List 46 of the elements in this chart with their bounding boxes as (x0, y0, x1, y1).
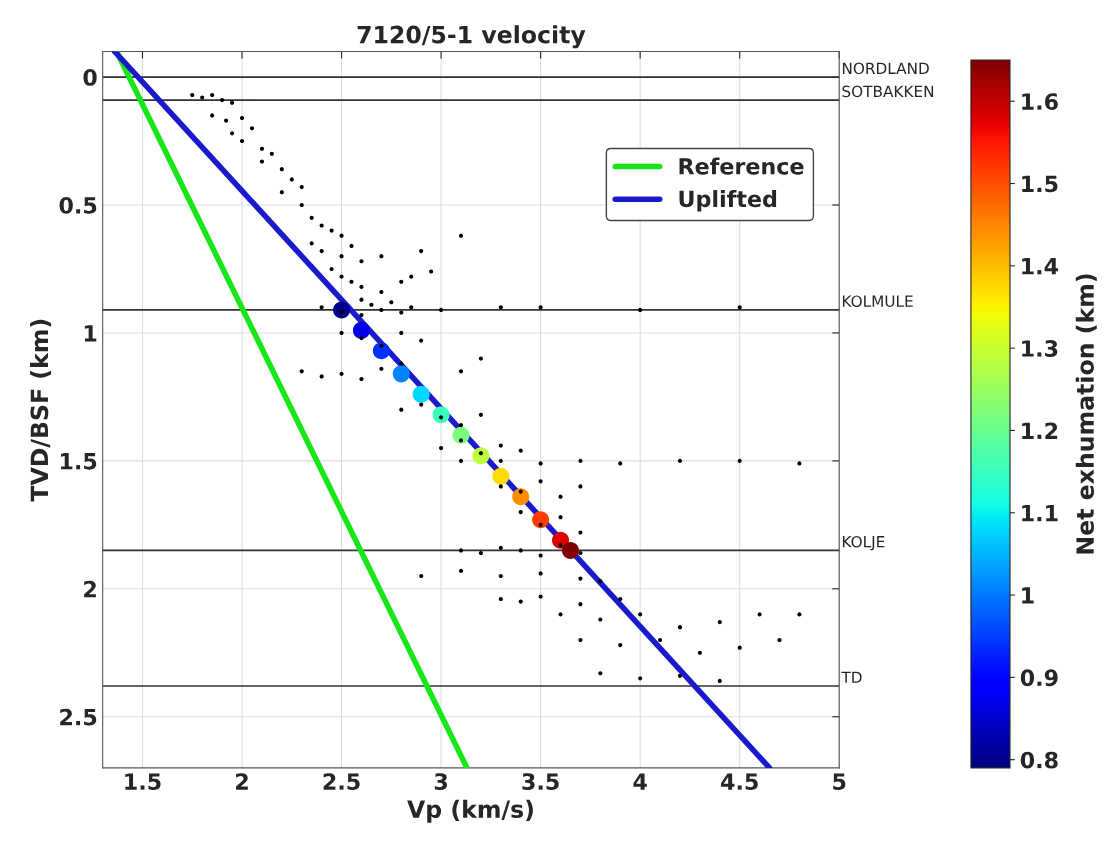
point (512, 488, 530, 506)
legend-label: Uplifted (679, 190, 777, 212)
point (532, 511, 550, 529)
color-bar-label: 1.4 (1022, 258, 1059, 275)
x-axis-title: Vp (km/s) (407, 799, 533, 823)
point (561, 541, 579, 559)
point (392, 365, 410, 383)
x-tick-label: 5 (833, 773, 846, 790)
x-tick-label: 2 (236, 773, 248, 790)
y-tick-label: 1 (84, 325, 97, 342)
y-tick-label: 0 (83, 69, 97, 86)
point (333, 301, 351, 319)
point (432, 406, 450, 424)
y-tick-label: 2 (84, 580, 96, 598)
color-bar-title: Net exhumation (km) (1075, 274, 1097, 554)
x-tick-label: 2.5 (323, 773, 360, 790)
point (452, 426, 470, 444)
color-bar-label: 0.8 (1020, 751, 1058, 769)
y-tick-label: 1.5 (60, 453, 97, 470)
point (372, 342, 390, 360)
point (412, 385, 430, 403)
color-bar-label: 1.2 (1022, 422, 1058, 439)
ref-line-label: NORDLAND (842, 62, 929, 75)
color-bar-label: 1.6 (1022, 93, 1058, 110)
color-bar-label: 1 (1022, 587, 1034, 604)
x-tick-label: 3 (434, 773, 448, 790)
color-bar-label: 0.9 (1020, 669, 1058, 687)
color-bar-label: 1.5 (1022, 175, 1058, 193)
x-tick-label: 4.5 (721, 773, 758, 790)
y-axis-title: TVD/BSF (km) (30, 319, 52, 502)
color-bar-label: 1.3 (1022, 340, 1058, 357)
ref-line-label: KOLJE (842, 535, 885, 551)
y-tick-label: 0.5 (59, 196, 97, 214)
point (352, 321, 370, 339)
ref-line-label: TD (841, 671, 862, 683)
point (472, 447, 490, 465)
x-tick-label: 1.5 (125, 773, 161, 790)
y-tick-label: 2.5 (60, 708, 97, 726)
legend-label: Reference (679, 157, 804, 175)
x-tick-label: 3.5 (522, 773, 559, 790)
ref-line-label: KOLMULE (842, 295, 913, 307)
chart-title: 7120/5-1 velocity (357, 25, 586, 49)
color-bar-label: 1.1 (1022, 505, 1058, 522)
point (492, 467, 510, 485)
x-tick-label: 4 (633, 773, 647, 790)
ref-line-label: SOTBAKKEN (842, 85, 934, 98)
